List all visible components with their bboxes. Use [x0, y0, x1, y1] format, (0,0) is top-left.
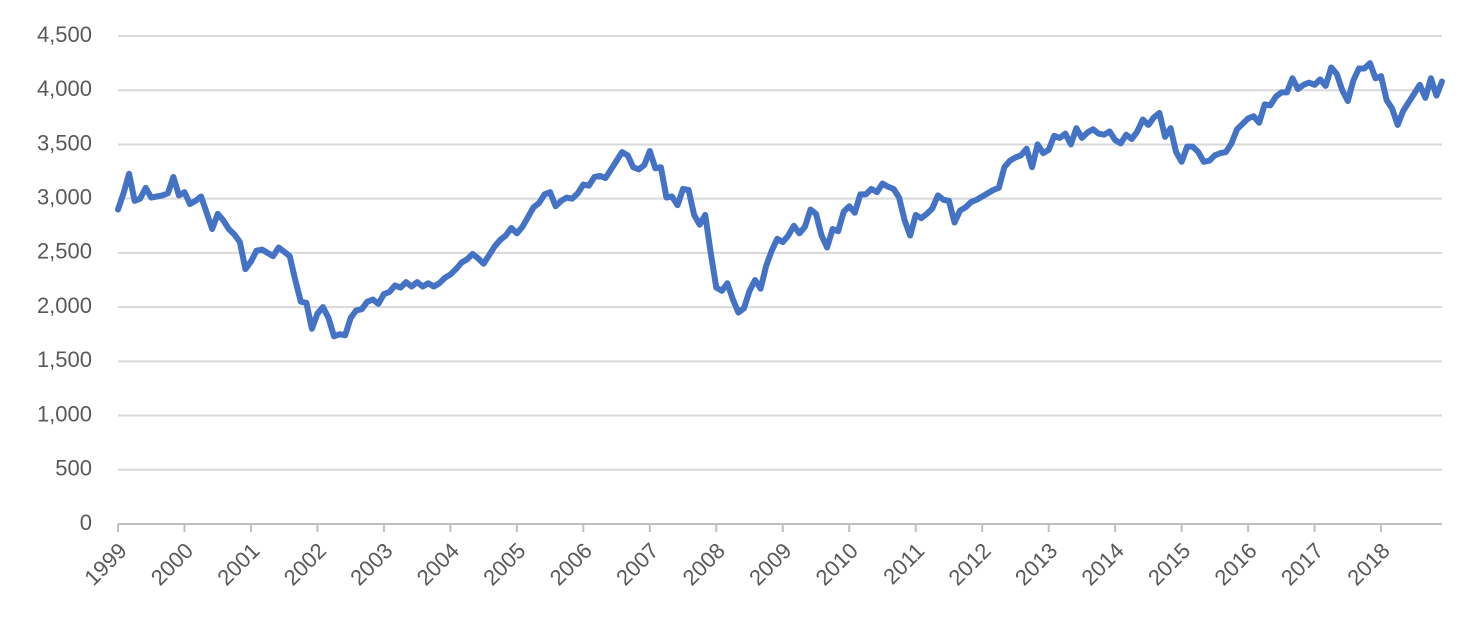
x-tick-label: 2005 [478, 538, 530, 590]
y-tick-label: 0 [80, 510, 92, 535]
x-tick-label: 2001 [212, 538, 264, 590]
x-tick-label: 2000 [146, 538, 198, 590]
x-tick-label: 2004 [412, 538, 464, 590]
x-tick-label: 1999 [79, 538, 131, 590]
x-tick-label: 2012 [944, 538, 996, 590]
x-tick-label: 2003 [345, 538, 397, 590]
y-tick-label: 1,500 [37, 347, 92, 372]
x-tick-label: 2013 [1010, 538, 1062, 590]
x-tick-label: 2006 [545, 538, 597, 590]
x-tick-label: 2007 [611, 538, 663, 590]
y-tick-label: 4,000 [37, 76, 92, 101]
y-tick-label: 4,500 [37, 22, 92, 47]
x-tick-label: 2014 [1077, 538, 1129, 590]
y-tick-label: 2,000 [37, 293, 92, 318]
x-tick-label: 2009 [744, 538, 796, 590]
y-tick-label: 2,500 [37, 239, 92, 264]
y-tick-label: 3,000 [37, 184, 92, 209]
data-line [115, 60, 1445, 340]
x-tick-label: 2016 [1209, 538, 1261, 590]
x-tick-label: 2018 [1342, 538, 1394, 590]
x-tick-label: 2011 [878, 538, 929, 589]
x-tick-label: 2002 [279, 538, 331, 590]
y-tick-label: 500 [55, 456, 92, 481]
x-tick-label: 2010 [811, 538, 863, 590]
y-tick-label: 3,500 [37, 130, 92, 155]
y-tick-label: 1,000 [37, 401, 92, 426]
x-tick-label: 2008 [678, 538, 730, 590]
x-tick-label: 2015 [1143, 538, 1195, 590]
x-tick-label: 2017 [1276, 538, 1328, 590]
